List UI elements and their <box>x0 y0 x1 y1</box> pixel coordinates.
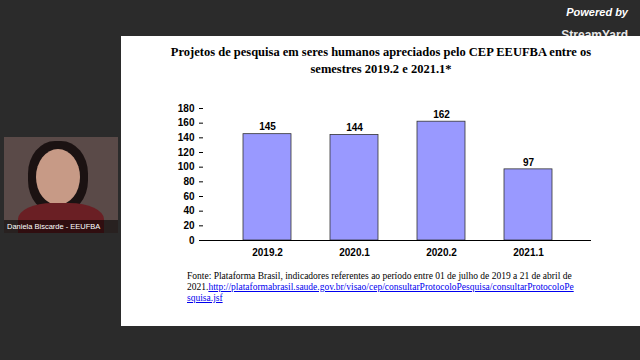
svg-text:2019.2: 2019.2 <box>252 247 283 258</box>
svg-text:2021.1: 2021.1 <box>513 247 544 258</box>
svg-text:160: 160 <box>178 117 195 128</box>
svg-text:162: 162 <box>433 109 450 120</box>
svg-text:97: 97 <box>523 157 535 168</box>
html-text:Projetos de pesquisa em seres: Projetos de pesquisa em seres humanos ap… <box>170 45 592 76</box>
html-text:StreamYard: StreamYard <box>561 28 628 42</box>
svg-text:144: 144 <box>346 122 363 133</box>
svg-text:120: 120 <box>178 147 195 158</box>
svg-text:180: 180 <box>178 103 195 114</box>
svg-text:40: 40 <box>183 205 195 216</box>
html-text:Fonte: Plataforma Brasil, indi: Fonte: Plataforma Brasil, indicadores re… <box>187 271 574 303</box>
html-text:Daniela Biscarde - EEUFBA: Daniela Biscarde - EEUFBA <box>7 222 101 231</box>
svg-text:20: 20 <box>183 220 195 231</box>
svg-text:0: 0 <box>189 235 195 246</box>
html-text:Powered by: Powered by <box>566 6 628 18</box>
svg-text:2020.1: 2020.1 <box>339 247 370 258</box>
svg-text:80: 80 <box>183 176 195 187</box>
svg-text:100: 100 <box>178 161 195 172</box>
svg-text:145: 145 <box>259 121 276 132</box>
svg-text:60: 60 <box>183 191 195 202</box>
svg-text:140: 140 <box>178 132 195 143</box>
svg-text:2020.2: 2020.2 <box>426 247 457 258</box>
